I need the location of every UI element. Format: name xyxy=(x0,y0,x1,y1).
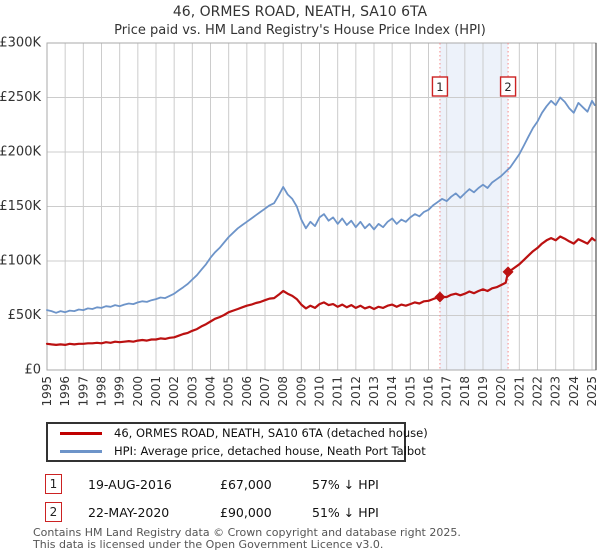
transaction-1-price: £67,000 xyxy=(220,477,272,492)
y-tick-label: £300K xyxy=(0,36,41,51)
x-tick-label: 2001 xyxy=(149,376,163,407)
legend-item-hpi: HPI: Average price, detached house, Neat… xyxy=(48,442,426,460)
page-subtitle: Price paid vs. HM Land Registry's House … xyxy=(114,23,486,38)
legend-item-label: HPI: Average price, detached house, Neat… xyxy=(114,444,426,458)
footer-line-1: Contains HM Land Registry data © Crown c… xyxy=(33,526,461,539)
sale-marker-2 xyxy=(502,266,514,278)
x-tick-label: 2002 xyxy=(167,376,181,407)
chart-legend: 46, ORMES ROAD, NEATH, SA10 6TA (detache… xyxy=(46,422,428,462)
x-tick-label: 2008 xyxy=(276,376,290,407)
x-tick-label: 2015 xyxy=(403,376,417,407)
price-chart: 1 2 £0 £50K £100K £150K £200K £250K £300K 1995 199… xyxy=(0,36,599,407)
x-tick-label: 1999 xyxy=(113,376,127,407)
license-footer: Contains HM Land Registry data © Crown c… xyxy=(33,527,593,550)
y-tick-label: £50K xyxy=(8,308,42,323)
x-tick-label: 2024 xyxy=(567,376,581,407)
sale-flag-label-2: 2 xyxy=(504,80,511,94)
x-tick-label: 2023 xyxy=(549,376,563,407)
x-tick-label: 2010 xyxy=(313,376,327,407)
x-tick-label: 1995 xyxy=(40,376,54,407)
x-tick-label: 2021 xyxy=(512,376,526,407)
x-tick-label: 2016 xyxy=(422,376,436,407)
transaction-row-1: 1 19-AUG-2016 £67,000 57% ↓ HPI xyxy=(0,474,600,496)
x-tick-label: 2014 xyxy=(385,376,399,407)
x-tick-label: 2007 xyxy=(258,376,272,407)
property-line-swatch xyxy=(60,431,102,435)
transaction-row-2: 2 22-MAY-2020 £90,000 51% ↓ HPI xyxy=(0,502,600,524)
y-tick-label: £150K xyxy=(0,199,41,214)
x-tick-label: 2013 xyxy=(367,376,381,407)
x-tick-label: 1996 xyxy=(58,376,72,407)
transaction-1-hpi-diff: 57% ↓ HPI xyxy=(312,477,379,492)
page-title: 46, ORMES ROAD, NEATH, SA10 6TA xyxy=(172,4,428,20)
x-tick-label: 2012 xyxy=(349,376,363,407)
transaction-1-date: 19-AUG-2016 xyxy=(88,477,172,492)
x-tick-label: 2011 xyxy=(331,376,345,407)
y-tick-label: £0 xyxy=(24,363,41,378)
x-tick-label: 2004 xyxy=(204,376,218,407)
sale-marker-1 xyxy=(434,291,446,303)
x-tick-label: 2017 xyxy=(440,376,454,407)
transaction-2-date: 22-MAY-2020 xyxy=(88,505,170,520)
x-tick-label: 1997 xyxy=(76,376,90,407)
sale-flag-label-1: 1 xyxy=(436,80,443,94)
hpi-line-swatch xyxy=(60,449,102,453)
transaction-2-hpi-diff: 51% ↓ HPI xyxy=(312,505,379,520)
y-tick-label: £250K xyxy=(0,90,41,105)
legend-item-property: 46, ORMES ROAD, NEATH, SA10 6TA (detache… xyxy=(48,424,428,442)
x-tick-label: 2009 xyxy=(294,376,308,407)
sale-flag-box-2 xyxy=(499,76,517,97)
transaction-2-price: £90,000 xyxy=(220,505,272,520)
legend-item-label: 46, ORMES ROAD, NEATH, SA10 6TA (detache… xyxy=(114,426,428,440)
hpi-series-line xyxy=(46,96,596,314)
x-tick-label: 2005 xyxy=(222,376,236,407)
transaction-1-badge: 1 xyxy=(45,474,62,494)
x-tick-label: 1998 xyxy=(95,376,109,407)
x-tick-label: 2018 xyxy=(458,376,472,407)
x-tick-label: 2003 xyxy=(185,376,199,407)
x-tick-label: 2025 xyxy=(585,376,599,407)
y-tick-label: £100K xyxy=(0,254,41,269)
transaction-2-badge: 2 xyxy=(45,502,62,522)
x-tick-label: 2022 xyxy=(531,376,545,407)
x-tick-label: 2000 xyxy=(131,376,145,407)
x-tick-label: 2019 xyxy=(476,376,490,407)
footer-line-2: This data is licensed under the Open Gov… xyxy=(33,537,384,551)
property-series-line xyxy=(45,235,596,346)
x-tick-label: 2006 xyxy=(240,376,254,407)
x-tick-label: 2020 xyxy=(494,376,508,407)
y-tick-label: £200K xyxy=(0,145,41,160)
sale-flag-box-1 xyxy=(431,76,449,97)
